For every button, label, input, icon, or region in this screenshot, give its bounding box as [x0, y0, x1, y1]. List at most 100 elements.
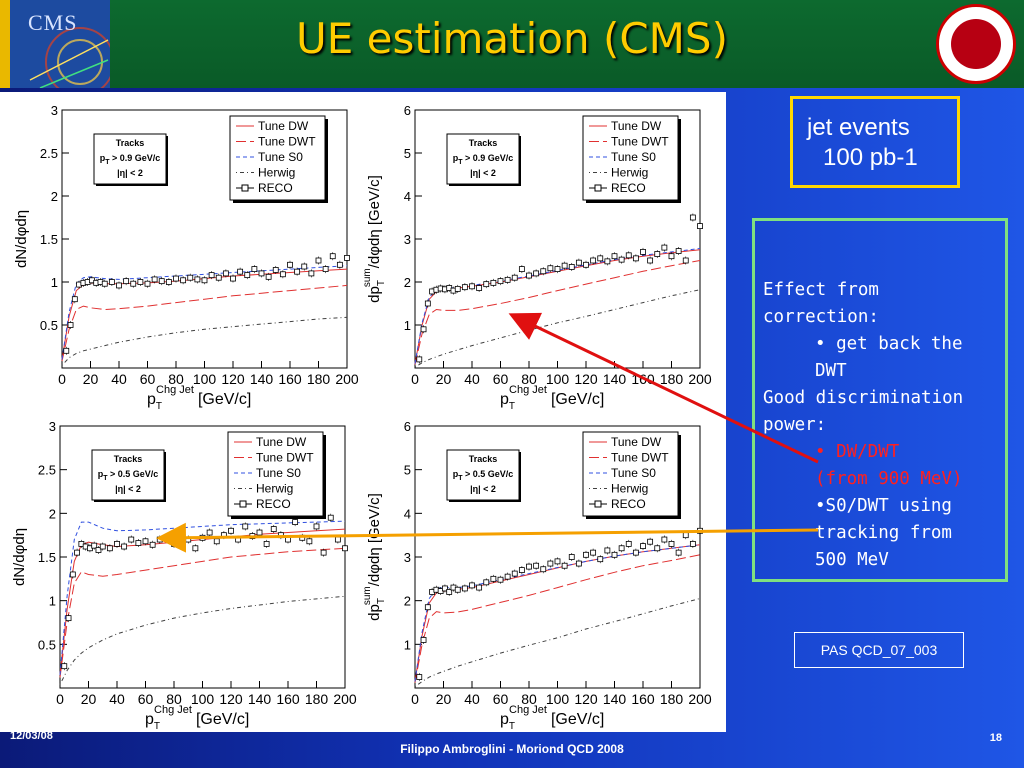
- x-tick-label: 200: [333, 691, 357, 707]
- reco-point: [416, 674, 423, 680]
- y-tick-label: 0.5: [38, 637, 56, 652]
- reco-point: [242, 523, 249, 530]
- reco-point: [554, 558, 561, 565]
- x-tick-label: 120: [574, 371, 598, 387]
- y-tick-label: 2: [404, 594, 411, 609]
- x-axis-label-unit: [GeV/c]: [196, 711, 249, 728]
- reco-point: [265, 273, 272, 280]
- legend-entry: Tune DW: [611, 119, 662, 133]
- reco-point: [206, 529, 213, 536]
- reco-point: [689, 540, 696, 547]
- reco-point: [682, 532, 689, 539]
- x-tick-label: 0: [411, 691, 419, 707]
- legend-entry: Herwig: [611, 482, 648, 496]
- reco-point: [201, 277, 208, 284]
- reco-point: [590, 549, 597, 556]
- reco-point: [222, 270, 229, 277]
- reco-point: [277, 532, 284, 539]
- cuts-eta: |η| < 2: [117, 168, 143, 178]
- reco-point: [561, 262, 568, 269]
- footer-author: Filippo Ambroglini - Moriond QCD 2008: [400, 742, 624, 756]
- reco-point: [618, 256, 625, 263]
- reco-point: [187, 274, 194, 281]
- x-tick-label: 160: [631, 691, 655, 707]
- cuts-pt-sub: T: [458, 475, 463, 482]
- reco-point: [192, 545, 199, 552]
- reco-point: [220, 532, 227, 539]
- x-tick-label: 20: [436, 691, 452, 707]
- x-tick-label: 180: [307, 371, 331, 387]
- reco-point: [461, 284, 468, 291]
- reco-point: [130, 280, 137, 287]
- legend-entry: Herwig: [258, 166, 295, 180]
- cuts-title: Tracks: [469, 138, 498, 148]
- reco-point: [301, 263, 308, 270]
- reco-point: [299, 534, 306, 541]
- x-tick-label: 60: [138, 691, 154, 707]
- reco-point: [263, 540, 270, 547]
- legend-entry: Herwig: [611, 166, 648, 180]
- reco-point: [135, 540, 142, 546]
- series-herwig: [414, 289, 701, 368]
- effect-line-8: (from 900 MeV): [815, 469, 963, 489]
- reco-point: [511, 570, 518, 577]
- reco-point: [101, 280, 108, 287]
- legend-entry: RECO: [258, 181, 293, 195]
- footer-page-number: 18: [989, 732, 1002, 744]
- x-tick-label: 140: [603, 371, 627, 387]
- x-tick-label: 200: [688, 371, 712, 387]
- x-tick-label: 140: [603, 691, 627, 707]
- x-axis-label-sub: T: [509, 401, 515, 412]
- reco-point: [244, 272, 251, 279]
- y-tick-label: 1.5: [40, 232, 58, 247]
- cuts-pt-p: p: [453, 153, 459, 163]
- reco-point: [568, 554, 575, 560]
- reco-point: [213, 538, 220, 545]
- reco-point: [442, 585, 448, 592]
- cuts-pt-p: p: [98, 469, 104, 479]
- reco-point: [178, 532, 185, 539]
- reco-point: [554, 266, 561, 273]
- university-seal: [936, 4, 1016, 84]
- x-tick-label: 120: [219, 691, 243, 707]
- reco-point: [121, 543, 128, 550]
- x-axis-label-sup: Chg Jet: [509, 384, 547, 396]
- reco-point: [618, 545, 625, 552]
- reference-box: PAS QCD_07_003: [794, 632, 964, 668]
- legend-entry: Tune DW: [256, 435, 307, 449]
- y-axis-label: dpTsum/dφdη [GeV/c]: [362, 493, 387, 621]
- reco-point: [511, 274, 518, 281]
- reco-point: [251, 266, 258, 273]
- reco-point: [237, 268, 244, 275]
- x-tick-label: 20: [81, 691, 97, 707]
- reco-point: [342, 545, 348, 552]
- x-tick-label: 180: [660, 371, 684, 387]
- reco-point: [497, 576, 504, 583]
- cuts-pt-p: p: [100, 153, 106, 163]
- cuts-pt-sub: T: [105, 159, 110, 166]
- title-accent-strip: [0, 0, 10, 88]
- y-axis-label-dp: dp: [366, 604, 383, 621]
- y-tick-label: 3: [51, 103, 58, 118]
- x-axis-label-unit: [GeV/c]: [551, 391, 604, 408]
- x-tick-label: 60: [493, 691, 509, 707]
- university-seal-center: [951, 19, 1001, 69]
- effect-line-7: • DW/DWT: [815, 442, 900, 462]
- reco-point: [142, 538, 149, 545]
- cms-logo-text: CMS: [28, 10, 78, 35]
- legend-entry: Tune S0: [256, 466, 301, 480]
- reco-point: [116, 282, 122, 289]
- x-tick-label: 140: [250, 371, 274, 387]
- x-axis-label-sup: Chg Jet: [509, 704, 547, 716]
- x-tick-label: 200: [688, 691, 712, 707]
- reco-point: [63, 347, 70, 354]
- reco-point: [661, 244, 668, 251]
- series-herwig: [61, 316, 348, 366]
- y-axis-label-sup: sum: [362, 268, 373, 287]
- x-tick-label: 100: [191, 691, 215, 707]
- reco-point: [285, 536, 291, 543]
- x-tick-label: 80: [521, 691, 537, 707]
- plots-svg: 0 20 40 60 80 100 120 140 160 180 2000.511.522.53p…: [11, 103, 712, 732]
- reco-point: [483, 579, 490, 586]
